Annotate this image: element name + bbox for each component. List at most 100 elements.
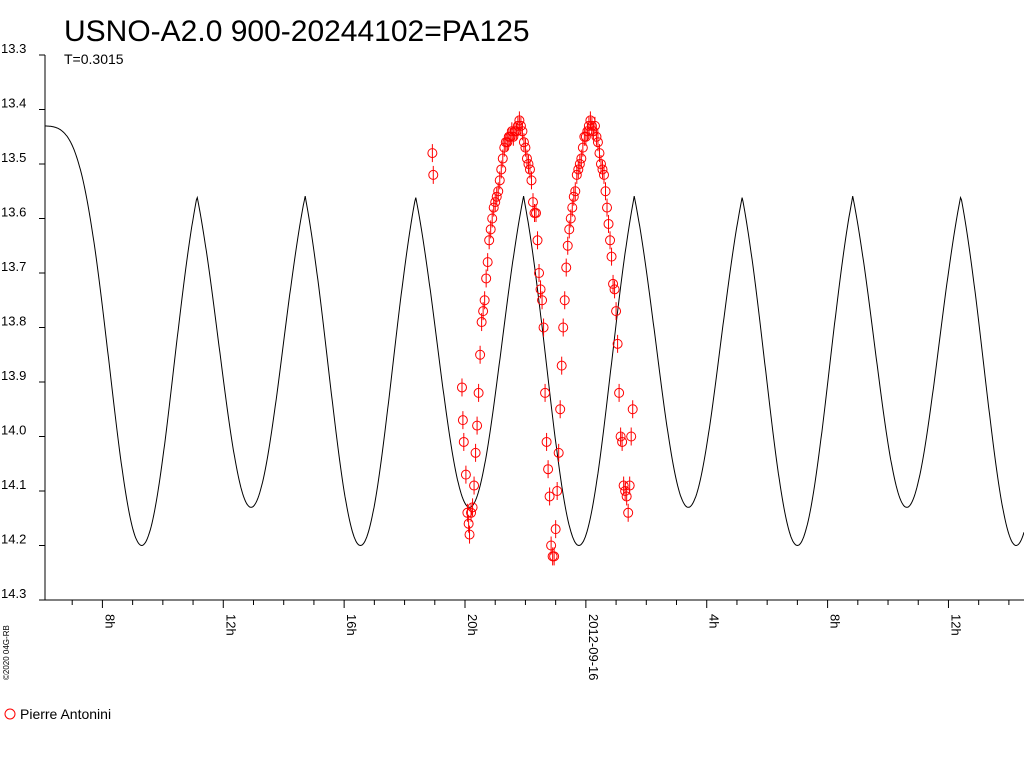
data-point xyxy=(621,491,632,502)
data-point xyxy=(526,175,537,186)
data-point xyxy=(514,115,525,126)
data-point xyxy=(589,120,600,131)
data-point xyxy=(427,148,438,159)
data-point xyxy=(490,197,501,208)
data-point xyxy=(555,404,566,415)
data-point xyxy=(524,164,535,175)
data-point xyxy=(576,153,587,164)
data-point xyxy=(457,415,468,426)
y-tick-label: 13.7 xyxy=(1,259,26,274)
data-point xyxy=(561,262,572,273)
data-point xyxy=(564,224,575,235)
data-point xyxy=(568,191,579,202)
data-point xyxy=(532,235,543,246)
y-tick-label: 14.3 xyxy=(1,586,26,601)
data-point xyxy=(558,322,569,333)
data-point xyxy=(481,273,492,284)
y-tick-label: 13.9 xyxy=(1,368,26,383)
data-point xyxy=(571,169,582,180)
x-tick-label: 12h xyxy=(948,614,963,636)
data-point xyxy=(577,142,588,153)
data-point xyxy=(617,436,628,447)
data-point xyxy=(469,480,480,491)
data-point xyxy=(472,420,483,431)
data-point xyxy=(458,436,469,447)
data-point xyxy=(470,447,481,458)
y-tick-label: 14.0 xyxy=(1,423,26,438)
data-point xyxy=(540,387,551,398)
data-point xyxy=(494,175,505,186)
x-axis: 8h 12h 16h 20h 2012-09-16 4h 8h 12h xyxy=(45,599,1024,681)
data-point xyxy=(626,431,637,442)
x-tick-label: 4h xyxy=(707,614,722,628)
data-point xyxy=(609,284,620,295)
data-point xyxy=(460,469,471,480)
y-tick-label: 13.3 xyxy=(1,41,26,56)
y-tick-label: 14.2 xyxy=(1,532,26,547)
data-point xyxy=(556,360,567,371)
data-point xyxy=(456,382,467,393)
data-point xyxy=(515,120,526,131)
model-light-curve xyxy=(44,125,1024,547)
data-point xyxy=(603,218,614,229)
data-point xyxy=(553,447,564,458)
data-point xyxy=(580,131,591,142)
data-point xyxy=(608,278,619,289)
y-tick-label: 13.4 xyxy=(1,96,26,111)
data-point xyxy=(605,235,616,246)
data-point xyxy=(541,436,552,447)
y-tick-label: 13.6 xyxy=(1,205,26,220)
x-tick-label: 2012-09-16 xyxy=(586,614,601,681)
data-point xyxy=(482,257,493,268)
data-point xyxy=(538,322,549,333)
y-tick-label: 13.5 xyxy=(1,150,26,165)
x-tick-label: 8h xyxy=(102,614,117,628)
data-point xyxy=(499,142,510,153)
data-point xyxy=(586,120,597,131)
data-point xyxy=(612,338,623,349)
data-point xyxy=(606,251,617,262)
data-point xyxy=(594,148,605,159)
observation-points xyxy=(427,111,638,566)
data-point xyxy=(520,142,531,153)
data-point xyxy=(484,235,495,246)
x-tick-label: 12h xyxy=(223,614,238,636)
data-point xyxy=(502,137,513,148)
x-tick-label: 16h xyxy=(344,614,359,636)
data-point xyxy=(624,480,635,491)
data-point xyxy=(611,306,622,317)
data-point xyxy=(618,480,629,491)
data-point xyxy=(591,131,602,142)
data-point xyxy=(534,268,545,278)
data-point xyxy=(531,208,542,219)
data-point xyxy=(466,507,477,518)
data-point xyxy=(462,507,473,518)
data-point xyxy=(543,464,554,475)
copyright-text: ©2020 04G-RB xyxy=(2,625,11,680)
data-point xyxy=(523,159,534,169)
data-point xyxy=(517,126,528,137)
data-point xyxy=(567,202,578,213)
data-point xyxy=(570,186,581,197)
data-point xyxy=(535,284,546,295)
data-point xyxy=(491,191,502,202)
data-point xyxy=(518,137,529,148)
data-point xyxy=(487,213,498,224)
data-point xyxy=(493,186,504,197)
data-point xyxy=(562,240,573,251)
data-point xyxy=(476,317,487,328)
data-point xyxy=(559,295,570,306)
y-tick-label: 14.1 xyxy=(1,477,26,492)
data-point xyxy=(565,213,576,224)
data-point xyxy=(478,306,489,317)
data-point xyxy=(496,164,507,175)
data-point xyxy=(550,524,561,535)
data-point xyxy=(627,404,638,415)
data-point xyxy=(488,202,499,213)
y-tick-label: 13.8 xyxy=(1,314,26,329)
data-point xyxy=(614,387,625,398)
data-point xyxy=(595,159,606,169)
data-point xyxy=(485,224,496,235)
data-point xyxy=(475,349,486,360)
